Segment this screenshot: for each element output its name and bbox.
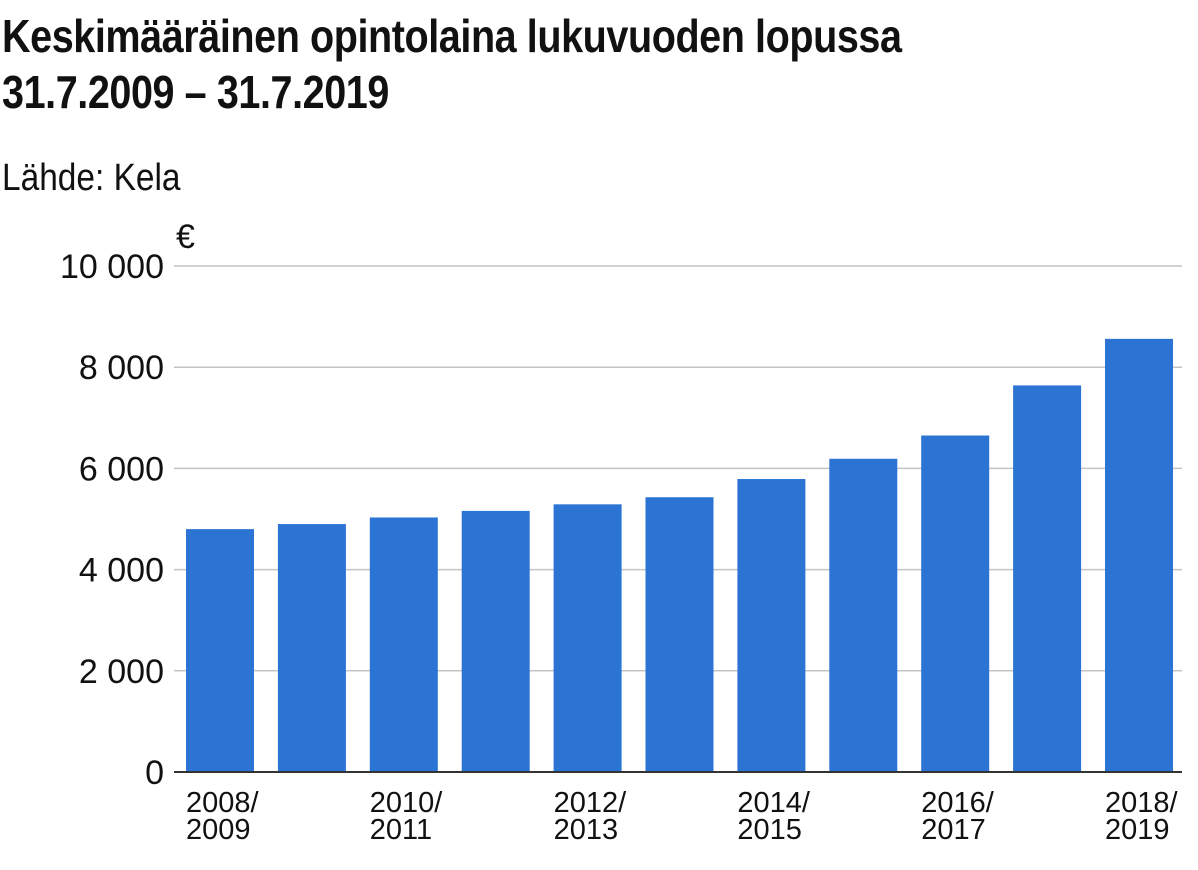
bar — [1105, 338, 1173, 772]
x-tick-label-line: 2018/ — [1105, 787, 1179, 819]
chart-title-line-1: Keskimääräinen opintolaina lukuvuoden lo… — [2, 10, 902, 62]
y-axis-unit: € — [176, 218, 195, 256]
bar — [553, 504, 622, 772]
x-tick-label: 2012/2013 — [554, 787, 628, 846]
y-tick-label: 10 000 — [60, 248, 164, 286]
bar — [1013, 385, 1082, 772]
x-tick-label-line: 2010/ — [370, 787, 444, 819]
x-tick-label: 2010/2011 — [370, 787, 444, 846]
bar — [737, 479, 806, 772]
y-tick-label: 0 — [145, 754, 164, 792]
x-tick-label: 2016/2017 — [921, 787, 995, 846]
bar — [461, 510, 530, 772]
x-tick-label-line: 2012/ — [554, 787, 628, 819]
x-tick-label-line: 2008/ — [186, 787, 260, 819]
chart-source: Lähde: Kela — [2, 157, 181, 199]
x-tick-label: 2014/2015 — [737, 787, 811, 846]
bar — [829, 458, 898, 772]
x-tick-label-line: 2015 — [737, 814, 802, 846]
x-tick-label-line: 2009 — [186, 814, 251, 846]
bar — [277, 524, 346, 772]
y-tick-label: 4 000 — [79, 552, 164, 590]
bar — [921, 435, 990, 772]
x-tick-label: 2008/2009 — [186, 787, 260, 846]
x-tick-label: 2018/2019 — [1105, 787, 1179, 846]
bar — [369, 517, 438, 772]
x-tick-label-line: 2017 — [921, 814, 986, 846]
x-tick-label-line: 2019 — [1105, 814, 1170, 846]
x-tick-label-line: 2014/ — [737, 787, 811, 819]
bar — [186, 529, 254, 772]
x-tick-labels: 2008/2009 2010/2011 2012/2013 2014/2015 2016… — [186, 787, 1179, 846]
x-tick-label-line: 2016/ — [921, 787, 995, 819]
x-tick-label-line: 2011 — [370, 814, 432, 846]
x-tick-label-line: 2013 — [554, 814, 619, 846]
y-tick-label: 8 000 — [79, 349, 164, 387]
y-tick-label: 6 000 — [79, 450, 164, 488]
y-tick-label: 2 000 — [79, 653, 164, 691]
bars — [186, 338, 1173, 772]
chart-title-line-2: 31.7.2009 – 31.7.2019 — [2, 66, 389, 118]
bar — [645, 497, 714, 772]
y-tick-labels: 0 2 000 4 000 6 000 8 000 10 000 — [60, 248, 164, 792]
chart-title: Keskimääräinen opintolaina lukuvuoden lo… — [2, 8, 902, 120]
